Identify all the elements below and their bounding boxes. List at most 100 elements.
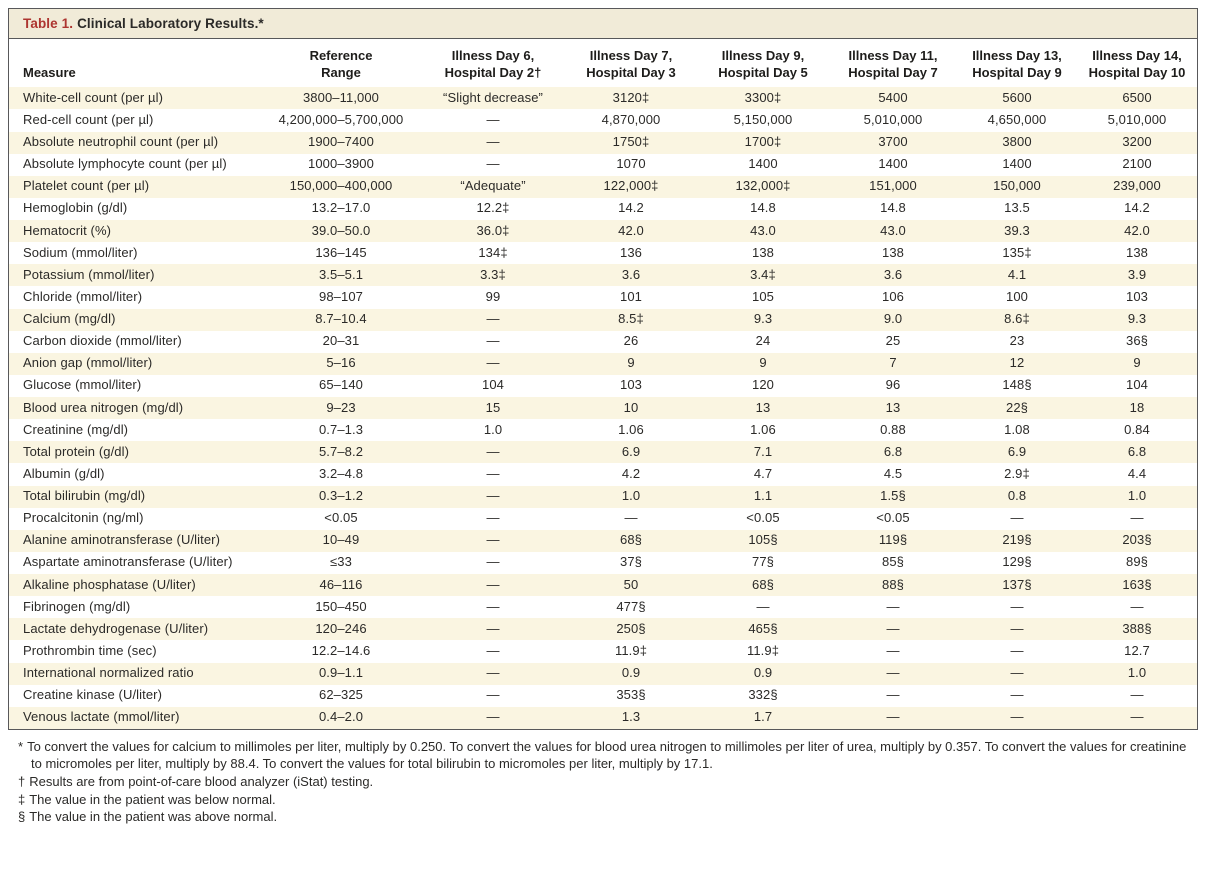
value-cell: 11.9‡ (614, 642, 648, 658)
measure-cell: Sodium (mmol/liter) (23, 244, 138, 260)
table-row: Creatine kinase (U/liter) 62–325 — 353§ 332§… (9, 684, 1197, 707)
value-cell: 1.08 (1004, 421, 1030, 437)
value-cell: 4.5 (883, 465, 903, 481)
value-cell: 5,010,000 (863, 111, 923, 127)
value-cell: 7 (889, 355, 897, 371)
value-cell: — (486, 665, 500, 681)
value-cell: 3120‡ (612, 89, 650, 105)
value-cell: 105§ (748, 532, 778, 548)
table-row: Prothrombin time (sec) 12.2–14.6 — 11.9‡ 11.… (9, 640, 1197, 663)
value-cell: 1.7 (753, 709, 773, 725)
value-cell: — (1130, 510, 1144, 526)
value-cell: 9.3 (1127, 311, 1147, 327)
value-cell: 14.8 (750, 200, 776, 216)
value-cell: 138 (882, 244, 904, 260)
value-cell: — (486, 355, 500, 371)
value-cell: — (1130, 598, 1144, 614)
value-cell: 7.1 (753, 443, 773, 459)
table-row: Carbon dioxide (mmol/liter) 20–31 — 26 24 25 2… (9, 330, 1197, 353)
value-cell: — (1010, 687, 1024, 703)
value-cell: 1.0 (1127, 665, 1147, 681)
value-cell: 1.06 (618, 421, 644, 437)
table-row: Calcium (mg/dl) 8.7–10.4 — 8.5‡ 9.3 9.0 8.6‡ 9.… (9, 308, 1197, 331)
value-cell: 46–116 (319, 576, 363, 592)
value-cell: 24 (755, 333, 771, 349)
value-cell: <0.05 (876, 510, 910, 526)
table-row: Chloride (mmol/liter) 98–107 99 101 105 106 10… (9, 286, 1197, 309)
value-cell: — (486, 642, 500, 658)
value-cell: 150–450 (315, 598, 367, 614)
column-header: Reference Range (261, 39, 421, 88)
measure-cell: Absolute neutrophil count (per µl) (23, 134, 219, 150)
value-cell: — (486, 156, 500, 172)
value-cell: 12.7 (1124, 642, 1150, 658)
value-cell: 1.5§ (880, 488, 906, 504)
value-cell: 3.9 (1127, 266, 1147, 282)
value-cell: “Adequate” (460, 178, 526, 194)
value-cell: 388§ (1122, 620, 1152, 636)
table-row: Hematocrit (%) 39.0–50.0 36.0‡ 42.0 43.0 43.0… (9, 220, 1197, 243)
value-cell: 2100 (1122, 156, 1152, 172)
value-cell: 3.2–4.8 (318, 465, 364, 481)
value-cell: — (486, 709, 500, 725)
value-cell: 104 (1126, 377, 1148, 393)
column-header: Illness Day 14, Hospital Day 10 (1077, 39, 1197, 88)
table-row: International normalized ratio 0.9–1.1 — 0.… (9, 662, 1197, 685)
value-cell: 5.7–8.2 (318, 443, 364, 459)
value-cell: 5–16 (326, 355, 356, 371)
measure-cell: Creatinine (mg/dl) (23, 421, 129, 437)
value-cell: 1400 (1002, 156, 1032, 172)
value-cell: 39.0–50.0 (311, 222, 371, 238)
value-cell: — (486, 443, 500, 459)
value-cell: 100 (1006, 288, 1028, 304)
value-cell: — (1130, 687, 1144, 703)
measure-cell: Alkaline phosphatase (U/liter) (23, 576, 196, 592)
value-cell: 96 (885, 377, 901, 393)
value-cell: — (1010, 709, 1024, 725)
value-cell: 3.6 (883, 266, 903, 282)
measure-cell: Glucose (mmol/liter) (23, 377, 142, 393)
value-cell: 8.6‡ (1004, 311, 1030, 327)
value-cell: 150,000 (993, 178, 1041, 194)
value-cell: 23 (1009, 333, 1025, 349)
value-cell: 8.7–10.4 (315, 311, 367, 327)
value-cell: 12.2–14.6 (311, 642, 371, 658)
measure-cell: Hemoglobin (g/dl) (23, 200, 128, 216)
value-cell: 25 (885, 333, 901, 349)
value-cell: 10–49 (322, 532, 360, 548)
table-row: Alanine aminotransferase (U/liter) 10–49 —… (9, 529, 1197, 552)
value-cell: — (486, 311, 500, 327)
table-row: Blood urea nitrogen (mg/dl) 9–23 15 10 13 13 2… (9, 397, 1197, 420)
value-cell: 5,010,000 (1107, 111, 1167, 127)
table-row: Total protein (g/dl) 5.7–8.2 — 6.9 7.1 6.8 6.9… (9, 441, 1197, 464)
measure-cell: Prothrombin time (sec) (23, 642, 157, 658)
footnote-text: To convert the values for calcium to mil… (27, 738, 1187, 771)
value-cell: 3800–11,000 (302, 89, 380, 105)
value-cell: 8.5‡ (618, 311, 644, 327)
value-cell: — (486, 598, 500, 614)
value-cell: 14.2 (618, 200, 644, 216)
table-row: Platelet count (per µl) 150,000–400,000 “A… (9, 175, 1197, 198)
measure-cell: Creatine kinase (U/liter) (23, 687, 163, 703)
value-cell: — (886, 620, 900, 636)
value-cell: 43.0 (750, 222, 776, 238)
value-cell: — (486, 576, 500, 592)
column-header: Illness Day 6, Hospital Day 2† (421, 39, 565, 88)
value-cell: 151,000 (869, 178, 917, 194)
table-row: White-cell count (per µl) 3800–11,000 “Sli… (9, 87, 1197, 110)
table-row: Red-cell count (per µl) 4,200,000–5,700,0… (9, 109, 1197, 132)
value-cell: 150,000–400,000 (289, 178, 393, 194)
value-cell: 6.8 (883, 443, 903, 459)
value-cell: 42.0 (1124, 222, 1150, 238)
value-cell: 6500 (1122, 89, 1152, 105)
value-cell: 119§ (878, 532, 908, 548)
value-cell: — (486, 111, 500, 127)
value-cell: 15 (485, 399, 501, 415)
value-cell: 3.5–5.1 (318, 266, 364, 282)
measure-cell: Fibrinogen (mg/dl) (23, 598, 131, 614)
column-header: Illness Day 9, Hospital Day 5 (697, 39, 829, 88)
value-cell: 77§ (752, 554, 774, 570)
table-row: Creatinine (mg/dl) 0.7–1.3 1.0 1.06 1.06 0.88… (9, 419, 1197, 442)
value-cell: 5400 (878, 89, 908, 105)
